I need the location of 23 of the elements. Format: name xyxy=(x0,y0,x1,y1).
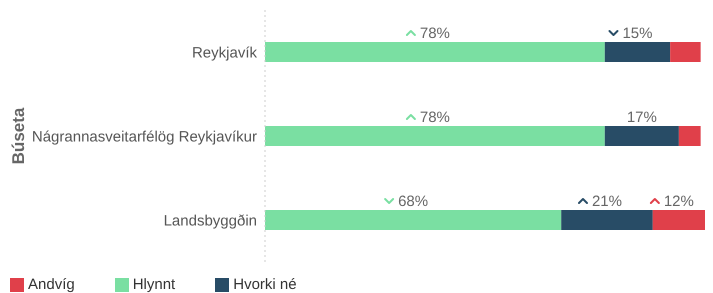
data-label: 78% xyxy=(420,25,450,42)
y-tick-label: Reykjavík xyxy=(192,44,258,62)
legend-label: Andvíg xyxy=(28,276,75,293)
bar xyxy=(670,42,701,62)
bar xyxy=(265,42,605,62)
bar xyxy=(604,42,670,62)
legend-label: Hlynnt xyxy=(132,276,176,293)
bar xyxy=(265,210,562,230)
data-label: 12% xyxy=(664,193,694,210)
data-label: 78% xyxy=(420,109,450,126)
bar xyxy=(561,210,653,230)
bar xyxy=(652,210,705,230)
data-label: 68% xyxy=(398,193,428,210)
y-tick-label: Landsbyggðin xyxy=(164,212,257,230)
bar xyxy=(604,126,679,146)
y-tick-label: Nágrannasveitarfélög Reykjavíkur xyxy=(32,128,257,146)
y-axis-title: Búseta xyxy=(9,107,28,164)
data-label: 15% xyxy=(622,25,652,42)
legend-label: Hvorki né xyxy=(233,276,297,293)
data-label: 17% xyxy=(626,109,657,126)
data-label: 21% xyxy=(592,193,622,210)
bar xyxy=(678,126,701,146)
bar xyxy=(265,126,605,146)
